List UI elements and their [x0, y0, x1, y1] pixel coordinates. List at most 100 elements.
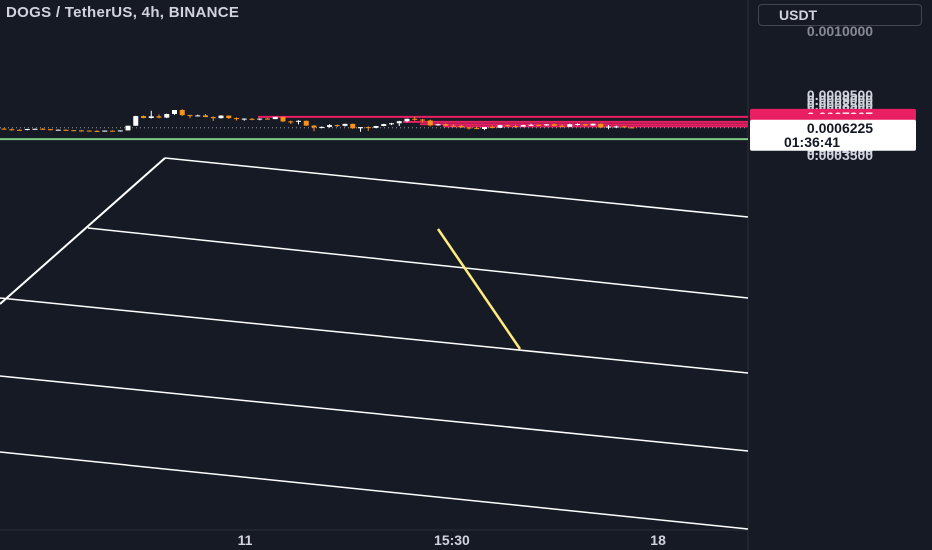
- candles-layer: [1, 109, 635, 132]
- candle-body: [156, 116, 162, 118]
- candle-body: [210, 117, 216, 119]
- currency-selector-button[interactable]: USDT: [758, 4, 922, 26]
- candle-body: [110, 130, 115, 132]
- candle-body: [606, 126, 611, 128]
- candle-body: [249, 118, 255, 120]
- candle-body: [234, 118, 239, 120]
- candle-body: [241, 118, 247, 120]
- candle-body: [435, 124, 441, 126]
- candle-body: [342, 123, 348, 126]
- candle-body: [613, 126, 619, 128]
- channel-line[interactable]: [0, 375, 749, 452]
- candle-body: [404, 118, 410, 122]
- candle-body: [94, 130, 100, 132]
- candle-body: [102, 130, 108, 132]
- drawings-layer[interactable]: [0, 115, 749, 530]
- candle-body: [598, 123, 604, 128]
- candle-body: [32, 128, 38, 130]
- candle-body: [133, 116, 139, 126]
- candle-body: [358, 127, 363, 129]
- candle-body: [365, 127, 371, 129]
- time-tick-label: 15:30: [434, 532, 470, 548]
- candle-body: [458, 125, 464, 128]
- price-tick-label: 0.0009000: [807, 92, 873, 108]
- candle-body: [48, 129, 53, 131]
- candle-body: [280, 116, 286, 122]
- candle-body: [520, 125, 526, 127]
- yellow-trend-line[interactable]: [436, 228, 522, 350]
- time-axis[interactable]: 11 15:30 18: [238, 532, 666, 548]
- time-tick-label: 11: [238, 532, 253, 548]
- channel-line[interactable]: [164, 157, 749, 218]
- price-tags: 0.00073070.00068180.00065790.00063680.00…: [750, 108, 916, 151]
- candle-body: [474, 128, 480, 130]
- channel-line[interactable]: [0, 451, 749, 530]
- candle-body: [544, 124, 549, 126]
- candle-body: [71, 130, 77, 132]
- candle-body: [396, 121, 402, 124]
- candle-body: [187, 115, 193, 117]
- candle-body: [389, 123, 394, 125]
- candle-body: [319, 126, 325, 128]
- candle-body: [148, 116, 154, 118]
- candle-body: [125, 125, 131, 131]
- candle-body: [334, 125, 340, 127]
- candle-body: [141, 116, 146, 118]
- candle-body: [226, 115, 232, 119]
- candle-body: [427, 120, 433, 126]
- channel-line[interactable]: [0, 157, 166, 305]
- price-tick-label-clipped: 0.0010000: [807, 23, 873, 39]
- candle-body: [296, 120, 301, 122]
- candle-body: [567, 124, 573, 127]
- candle-body: [1, 128, 7, 130]
- candle-body: [79, 130, 84, 132]
- candle-body: [311, 125, 317, 128]
- candle-body: [466, 127, 472, 129]
- candle-body: [117, 130, 123, 132]
- bar-countdown: 01:36:41: [784, 134, 840, 150]
- candle-body: [257, 118, 263, 120]
- grid-layer: [0, 0, 749, 550]
- candle-body: [350, 123, 356, 129]
- candle-body: [582, 124, 588, 126]
- last-price-tag-bg: [750, 119, 916, 151]
- candle-body: [451, 125, 456, 127]
- price-tick-label: 0.0003500: [807, 147, 873, 163]
- candle-body: [24, 129, 30, 130]
- candle-body: [303, 120, 309, 126]
- candle-body: [528, 124, 534, 126]
- channel-line[interactable]: [87, 227, 749, 299]
- symbol-title[interactable]: DOGS / TetherUS, 4h, BINANCE: [6, 4, 240, 21]
- candle-body: [86, 130, 92, 132]
- candle-body: [164, 114, 170, 118]
- candle-body: [203, 115, 208, 118]
- price-tick-label: 0.0009500: [807, 87, 873, 103]
- candle-body: [575, 124, 580, 125]
- candle-body: [172, 110, 177, 114]
- candle-body: [590, 123, 596, 126]
- candle-body: [381, 124, 387, 126]
- candle-body: [505, 125, 511, 127]
- candle-body: [629, 127, 635, 129]
- candle-body: [489, 127, 495, 129]
- candle-body: [265, 118, 270, 120]
- candle-body: [218, 115, 224, 119]
- candle-body: [497, 125, 503, 128]
- candle-body: [272, 116, 278, 120]
- candle-body: [9, 129, 15, 131]
- candle-body: [412, 118, 418, 120]
- candle-body: [559, 125, 565, 127]
- candle-body: [536, 124, 542, 126]
- last-price-tag: 0.0006225: [807, 120, 873, 136]
- candle-body: [55, 129, 61, 131]
- candle-body: [621, 126, 627, 128]
- candle-body: [551, 124, 557, 126]
- candle-body: [40, 128, 46, 130]
- candle-body: [373, 126, 379, 128]
- candle-body: [482, 127, 487, 129]
- channel-line[interactable]: [0, 297, 749, 374]
- time-tick-label: 18: [650, 532, 666, 548]
- candle-body: [513, 126, 518, 128]
